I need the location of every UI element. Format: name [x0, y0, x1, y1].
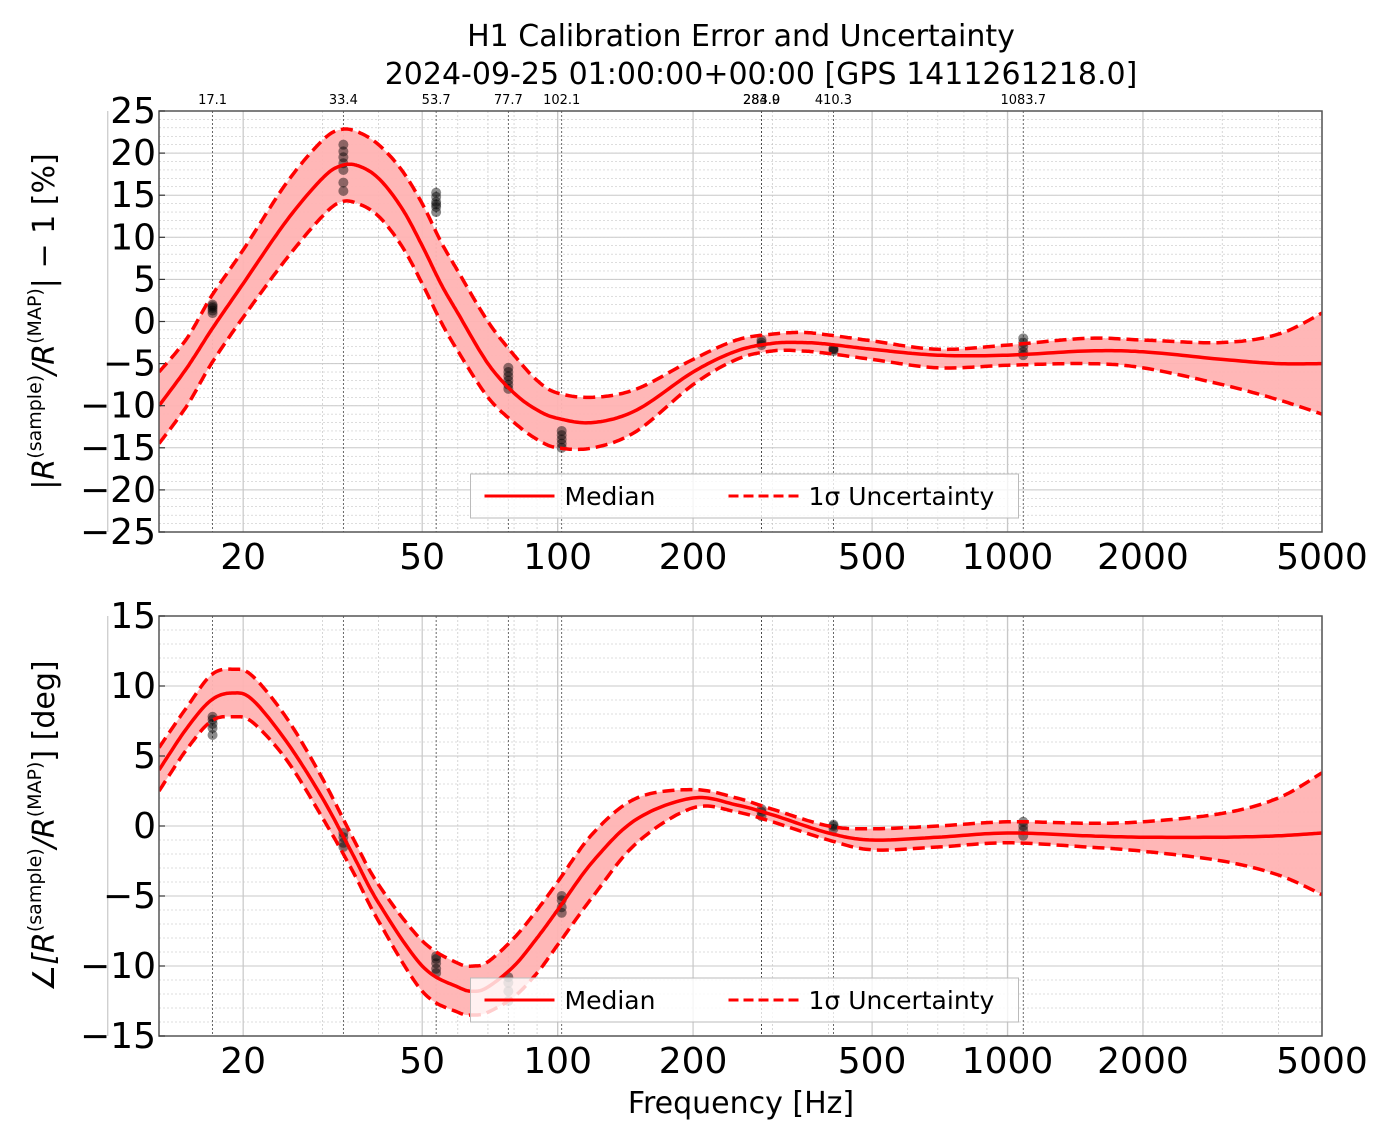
sample-point: [207, 718, 218, 729]
measurement-frequency-label: 33.4: [329, 93, 358, 108]
y-tick-label: −25: [80, 512, 156, 553]
uncertainty-lower-line: [159, 199, 1322, 452]
measurement-frequency-label: 102.1: [543, 93, 580, 108]
x-tick-label: 5000: [1276, 537, 1368, 578]
sample-point: [431, 958, 442, 969]
y-tick-label: 5: [133, 736, 156, 777]
y-tick-label: −5: [103, 344, 156, 385]
uncertainty-band: [159, 129, 1322, 450]
y-tick-label: 20: [110, 133, 156, 174]
uncertainty-band: [159, 669, 1322, 1016]
sample-point: [207, 299, 218, 310]
sample-point: [207, 730, 218, 740]
x-tick-label: 500: [838, 537, 907, 578]
measurement-frequency-label: 17.1: [198, 93, 227, 108]
sample-point: [431, 207, 442, 218]
legend-median-label: Median: [565, 482, 656, 511]
sample-point: [431, 199, 442, 210]
sample-point: [556, 438, 567, 449]
median-line: [159, 162, 1322, 425]
y-tick-label: 0: [133, 806, 156, 847]
x-tick-label: 100: [523, 1041, 592, 1082]
y-tick-label: 25: [110, 91, 156, 132]
uncertainty-upper-line: [159, 127, 1322, 400]
legend: Median 1σ Uncertainty: [470, 473, 1019, 519]
figure-title-line1: H1 Calibration Error and Uncertainty: [467, 19, 1015, 54]
sample-point: [756, 335, 767, 346]
x-tick-label: 1000: [962, 1041, 1054, 1082]
sample-point: [1018, 333, 1029, 344]
phase-panel: 20 50 100 200 500 1000 2000 5000 −15 −10 −5 0 5 10 15 ∠…: [24, 596, 1368, 1082]
y-tick-label: −20: [80, 470, 156, 511]
x-tick-label: 2000: [1097, 537, 1189, 578]
x-tick-label: 50: [399, 1041, 445, 1082]
measurement-frequency-label: 284.0: [743, 93, 780, 108]
uncertainty-upper-line: [159, 667, 1322, 969]
x-tick-label: 20: [220, 537, 266, 578]
sample-point: [828, 821, 839, 831]
y-tick-label: 10: [110, 217, 156, 258]
figure-title-line2: 2024-09-25 01:00:00+00:00 [GPS 141126121…: [385, 57, 1138, 92]
y-axis-label: |R(sample)/R(MAP)| − 1 [%]: [24, 153, 62, 489]
y-tick-label: −5: [103, 876, 156, 917]
sample-point: [503, 362, 514, 373]
sample-point: [556, 434, 567, 445]
legend-uncertainty-label: 1σ Uncertainty: [809, 986, 995, 1015]
measurement-frequency-label: 283.9: [743, 93, 780, 108]
x-tick-label: 50: [399, 537, 445, 578]
measurement-frequency-label: 53.7: [422, 93, 451, 108]
magnitude-panel: 20 50 100 200 500 1000 2000 5000 −25−20−15−10−50…: [24, 91, 1368, 578]
x-tick-label: 1000: [962, 537, 1054, 578]
sample-point: [338, 139, 349, 150]
sample-point: [207, 308, 218, 319]
legend-median-label: Median: [565, 986, 656, 1015]
sample-point: [338, 185, 349, 196]
sample-point: [556, 425, 567, 436]
uncertainty-lower-line: [159, 714, 1322, 1017]
y-tick-label: −15: [80, 1016, 156, 1057]
measurement-frequency-label: 77.7: [494, 93, 523, 108]
x-tick-label: 500: [838, 1041, 907, 1082]
sample-point: [503, 367, 514, 378]
sample-point: [503, 371, 514, 382]
legend: Median 1σ Uncertainty: [470, 977, 1019, 1023]
measurement-frequency-label: 1083.7: [1000, 93, 1046, 108]
x-tick-label: 2000: [1097, 1041, 1189, 1082]
y-tick-label: 0: [133, 302, 156, 343]
x-tick-label: 200: [659, 537, 728, 578]
grid: [107, 110, 1323, 533]
y-tick-label: 10: [110, 666, 156, 707]
x-tick-label: 100: [523, 537, 592, 578]
y-tick-label: −15: [80, 428, 156, 469]
sample-point: [431, 963, 442, 974]
measurement-frequency-label: 410.3: [815, 93, 852, 108]
legend-uncertainty-label: 1σ Uncertainty: [809, 482, 995, 511]
x-tick-label: 200: [659, 1041, 728, 1082]
median-line: [159, 691, 1322, 993]
y-tick-label: 15: [110, 596, 156, 637]
sample-point: [431, 196, 442, 207]
sample-point: [338, 177, 349, 188]
sample-point: [556, 430, 567, 441]
sample-point: [338, 152, 349, 163]
sample-point: [338, 146, 349, 157]
y-tick-label: 15: [110, 175, 156, 216]
sample-point: [207, 301, 218, 312]
x-tick-label: 20: [220, 1041, 266, 1082]
y-tick-label: −10: [80, 386, 156, 427]
x-axis-label: Frequency [Hz]: [628, 1086, 854, 1121]
sample-point: [431, 187, 442, 198]
y-tick-label: 5: [133, 259, 156, 300]
sample-point: [207, 303, 218, 314]
sample-point: [431, 201, 442, 212]
y-axis-label: ∠[R(sample)/R(MAP)] [deg]: [24, 660, 62, 991]
x-tick-label: 5000: [1276, 1041, 1368, 1082]
sample-point: [207, 305, 218, 316]
sample-point: [431, 191, 442, 202]
sample-point: [431, 954, 442, 964]
sample-point: [207, 723, 218, 733]
y-tick-label: −10: [80, 946, 156, 987]
